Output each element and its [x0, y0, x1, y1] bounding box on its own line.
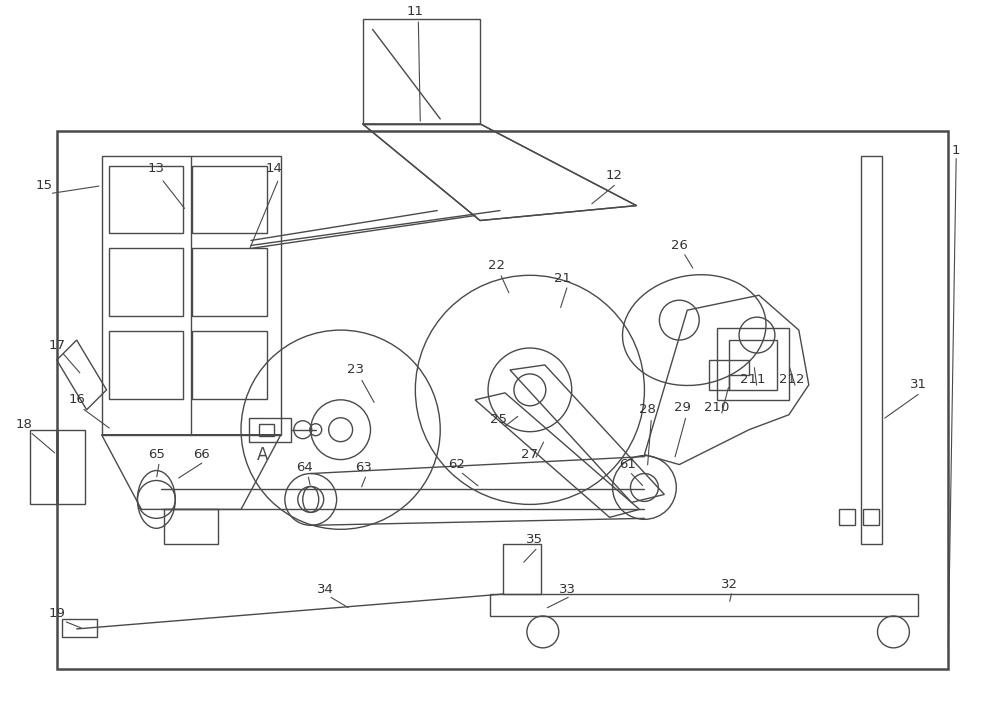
Text: 1: 1	[952, 145, 960, 157]
Text: 19: 19	[48, 608, 65, 620]
Bar	[839, 509, 855, 525]
Bar	[192, 248, 267, 316]
Bar	[863, 509, 879, 525]
Text: 25: 25	[490, 413, 507, 426]
Bar	[62, 619, 97, 637]
Bar	[109, 331, 183, 399]
Bar	[109, 166, 183, 233]
Bar	[503, 545, 541, 594]
Text: 23: 23	[347, 364, 364, 376]
Text: 11: 11	[407, 5, 424, 18]
Bar	[192, 331, 267, 399]
Bar	[729, 340, 777, 390]
Text: 31: 31	[910, 379, 927, 391]
Bar	[717, 328, 789, 400]
Text: A: A	[257, 445, 269, 464]
Text: 12: 12	[606, 169, 623, 182]
Bar	[109, 248, 183, 316]
Bar	[102, 156, 281, 435]
Bar	[30, 430, 85, 504]
Bar	[363, 19, 480, 124]
Text: 13: 13	[148, 162, 165, 175]
Text: 21: 21	[554, 272, 571, 285]
Text: 211: 211	[740, 374, 766, 386]
Text: 32: 32	[721, 578, 738, 591]
Text: 27: 27	[521, 448, 538, 461]
Bar	[192, 166, 267, 233]
Text: 17: 17	[48, 338, 65, 352]
Text: 34: 34	[317, 583, 334, 596]
Text: 66: 66	[193, 448, 210, 461]
Text: 16: 16	[68, 393, 85, 406]
Text: 210: 210	[704, 401, 730, 414]
Bar	[249, 418, 291, 442]
Text: 35: 35	[526, 532, 543, 546]
Text: 18: 18	[15, 418, 32, 431]
Text: 28: 28	[639, 403, 656, 416]
Bar	[861, 156, 882, 545]
Bar	[259, 424, 274, 436]
Text: 65: 65	[148, 448, 165, 461]
Text: 33: 33	[559, 583, 576, 596]
Text: 29: 29	[674, 401, 691, 414]
Bar	[57, 131, 948, 669]
Text: 61: 61	[619, 458, 636, 471]
Text: 62: 62	[448, 458, 465, 471]
Text: 22: 22	[488, 259, 505, 272]
Bar	[164, 509, 218, 545]
Text: 64: 64	[296, 461, 313, 474]
Text: 15: 15	[35, 179, 52, 192]
Text: 26: 26	[671, 239, 688, 252]
Text: 14: 14	[265, 162, 282, 175]
Text: 63: 63	[355, 461, 372, 474]
Bar	[490, 594, 918, 616]
Text: 212: 212	[779, 374, 805, 386]
